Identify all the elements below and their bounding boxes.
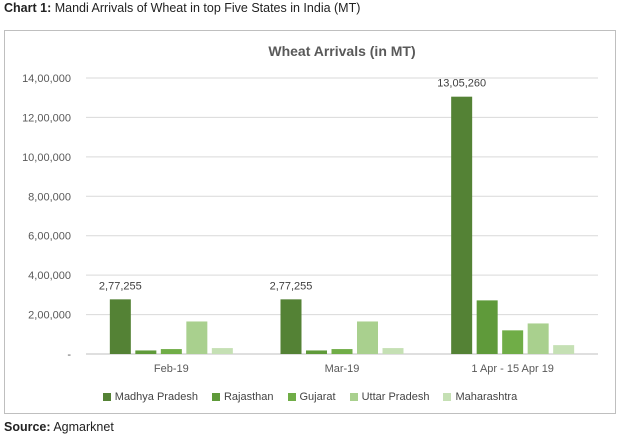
bar-maharashtra xyxy=(382,348,404,354)
bar-gujarat xyxy=(502,330,524,354)
legend-label: Uttar Pradesh xyxy=(361,391,430,403)
x-category-label: Feb-19 xyxy=(154,363,189,375)
chart-title: Wheat Arrivals (in MT) xyxy=(268,43,415,59)
y-tick-label: 4,00,000 xyxy=(28,270,71,282)
legend-swatch xyxy=(349,393,358,401)
legend-label: Gujarat xyxy=(299,391,336,403)
source-text: Agmarknet xyxy=(53,420,114,434)
legend-swatch xyxy=(443,393,452,401)
legend-item: Gujarat xyxy=(287,391,336,403)
y-tick-label: 10,00,000 xyxy=(22,152,71,164)
bar-maharashtra xyxy=(553,345,575,354)
legend-label: Madhya Pradesh xyxy=(114,391,198,403)
legend-item: Uttar Pradesh xyxy=(349,391,430,403)
bar-rajasthan xyxy=(476,300,498,354)
source-label: Source: xyxy=(4,420,51,434)
bar-gujarat xyxy=(331,349,353,354)
bar-maharashtra xyxy=(211,348,233,354)
chart-frame: Wheat Arrivals (in MT) - 2,00,000 4,00,000 6… xyxy=(4,30,616,414)
chart-heading-text: Mandi Arrivals of Wheat in top Five Stat… xyxy=(54,1,361,15)
chart-legend: Madhya Pradesh Rajasthan Gujarat Uttar Prad… xyxy=(5,391,615,403)
legend-item: Maharashtra xyxy=(443,391,517,403)
bar-madhya-pradesh xyxy=(109,299,131,354)
legend-swatch xyxy=(287,393,296,401)
chart-heading: Chart 1: Mandi Arrivals of Wheat in top … xyxy=(4,1,360,15)
legend-label: Rajasthan xyxy=(223,391,274,403)
bar-uttar-pradesh xyxy=(527,323,549,354)
data-label: 2,77,255 xyxy=(270,280,313,292)
bar-rajasthan xyxy=(306,350,327,354)
legend-swatch xyxy=(102,393,111,401)
y-tick-label: - xyxy=(67,349,71,361)
legend-item: Madhya Pradesh xyxy=(102,391,198,403)
bar-uttar-pradesh xyxy=(357,321,378,354)
legend-item: Rajasthan xyxy=(211,391,274,403)
data-label: 13,05,260 xyxy=(437,78,486,90)
wheat-arrivals-chart: Wheat Arrivals (in MT) - 2,00,000 4,00,000 6… xyxy=(22,43,598,375)
x-category-label: Mar-19 xyxy=(325,363,360,375)
y-tick-label: 14,00,000 xyxy=(22,73,71,85)
chart-heading-label: Chart 1: xyxy=(4,1,52,15)
legend-swatch xyxy=(211,393,220,401)
y-tick-label: 6,00,000 xyxy=(28,231,71,243)
legend-label: Maharashtra xyxy=(455,391,518,403)
bar-uttar-pradesh xyxy=(186,321,208,354)
y-tick-label: 12,00,000 xyxy=(22,112,71,124)
bar-madhya-pradesh xyxy=(280,299,302,354)
data-label: 2,77,255 xyxy=(99,280,142,292)
y-tick-label: 2,00,000 xyxy=(28,310,71,322)
source-note: Source: Agmarknet xyxy=(4,420,114,434)
y-tick-label: 8,00,000 xyxy=(28,191,71,203)
bar-rajasthan xyxy=(135,350,157,354)
bar-madhya-pradesh xyxy=(451,96,473,355)
bar-gujarat xyxy=(160,349,182,354)
x-category-label: 1 Apr - 15 Apr 19 xyxy=(471,363,554,375)
